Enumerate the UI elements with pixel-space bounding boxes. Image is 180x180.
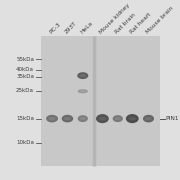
Text: PC-3: PC-3: [49, 22, 62, 35]
Ellipse shape: [99, 117, 106, 120]
Ellipse shape: [78, 89, 88, 93]
Ellipse shape: [78, 115, 88, 122]
Text: 10kDa: 10kDa: [16, 140, 34, 145]
Text: 15kDa: 15kDa: [16, 116, 34, 121]
Text: Mouse kidney: Mouse kidney: [99, 3, 131, 35]
Ellipse shape: [64, 117, 71, 120]
Ellipse shape: [115, 117, 121, 120]
Text: 293T: 293T: [64, 21, 78, 35]
Ellipse shape: [113, 115, 123, 122]
Ellipse shape: [79, 74, 86, 77]
Text: HeLa: HeLa: [79, 21, 93, 35]
Ellipse shape: [143, 115, 154, 122]
Ellipse shape: [129, 117, 136, 120]
Bar: [41, 36, 160, 166]
Ellipse shape: [77, 72, 88, 79]
Text: 40kDa: 40kDa: [16, 67, 34, 72]
Ellipse shape: [48, 117, 56, 120]
Ellipse shape: [126, 114, 139, 123]
Text: 25kDa: 25kDa: [16, 88, 34, 93]
Text: Mouse brain: Mouse brain: [145, 6, 174, 35]
Ellipse shape: [80, 91, 86, 92]
Text: Rat brain: Rat brain: [114, 13, 137, 35]
Text: 55kDa: 55kDa: [16, 57, 34, 62]
Ellipse shape: [96, 114, 109, 123]
Text: Rat heart: Rat heart: [129, 12, 152, 35]
Text: 35kDa: 35kDa: [16, 75, 34, 79]
Text: PIN1: PIN1: [166, 116, 179, 121]
Ellipse shape: [80, 117, 86, 120]
Ellipse shape: [145, 117, 152, 120]
Ellipse shape: [62, 115, 73, 122]
Ellipse shape: [46, 115, 58, 122]
